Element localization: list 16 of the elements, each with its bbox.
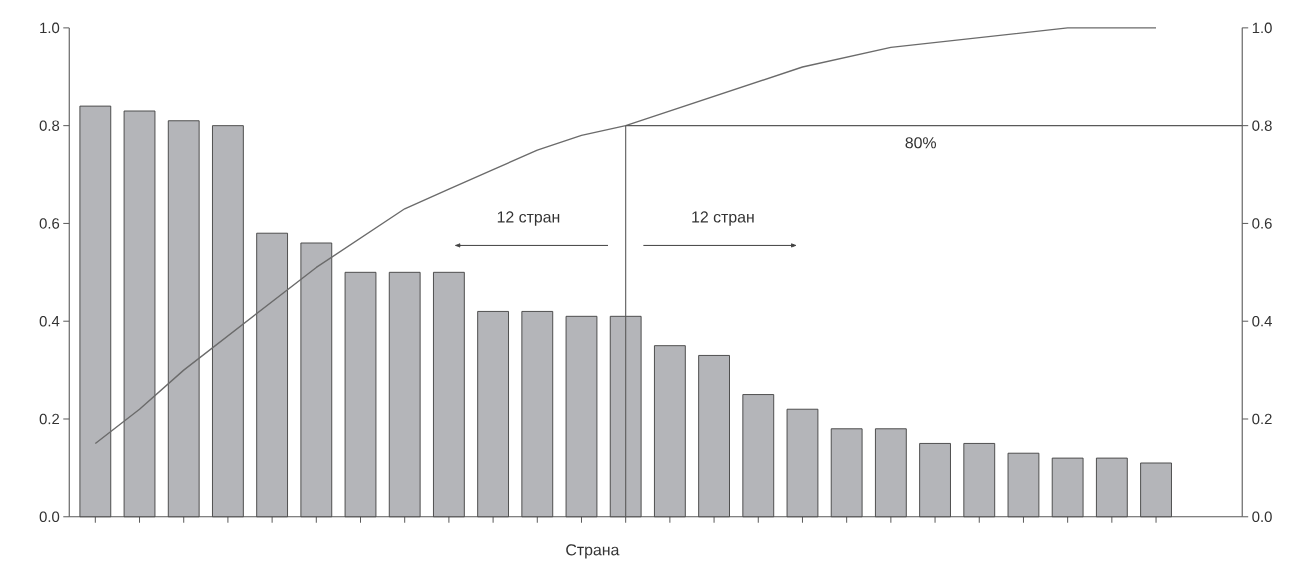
- y2-tick-label: 0.8: [1252, 120, 1272, 132]
- y2-tick-label: 0.2: [1252, 413, 1272, 425]
- y-tick-label: 0.8: [39, 120, 60, 132]
- y-tick-label: 0.2: [39, 413, 60, 425]
- ref-line-label: 80%: [905, 137, 937, 149]
- y2-tick-label: 1.0: [1252, 22, 1272, 34]
- y-tick-label: 0.0: [39, 511, 60, 523]
- y2-tick-label: 0.6: [1252, 218, 1272, 229]
- y-tick-label: 0.4: [39, 316, 60, 327]
- annotation: 12 стран: [692, 211, 754, 226]
- y-tick-label: 1.0: [40, 22, 60, 34]
- y2-tick-label: 0.0: [1252, 511, 1272, 523]
- y2-tick-label: 0.4: [1252, 316, 1272, 327]
- annotation: 12 стран: [497, 211, 560, 226]
- x-axis-title: Страна: [566, 544, 620, 559]
- y-tick-label: 0.6: [39, 218, 60, 229]
